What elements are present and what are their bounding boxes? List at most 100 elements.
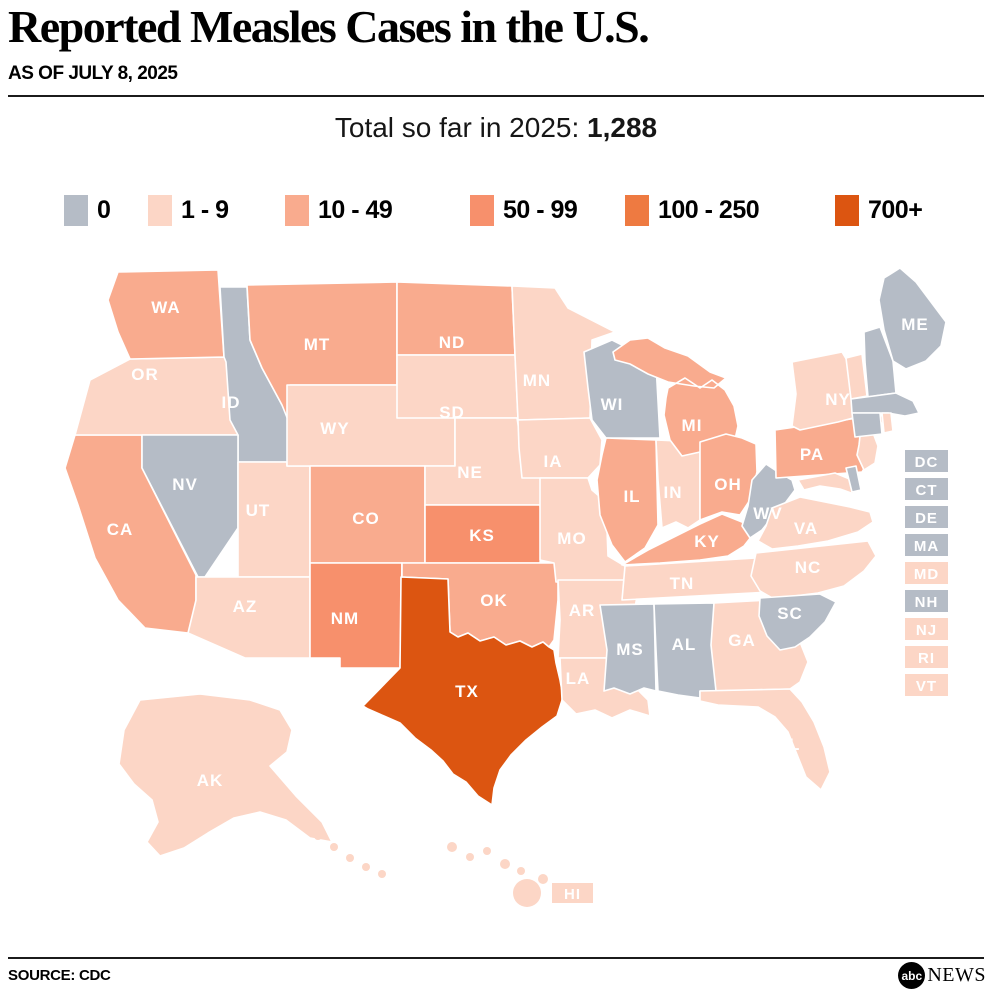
state-label-ND: ND (439, 333, 466, 352)
state-RI (881, 412, 894, 434)
state-SC (758, 593, 837, 651)
state-label-WA: WA (151, 298, 180, 317)
small-state-box-DE (905, 506, 948, 528)
small-state-box-RI (905, 646, 948, 668)
small-state-label-CT: CT (916, 482, 938, 499)
state-label-MT: MT (304, 335, 331, 354)
small-state-label-NH: NH (915, 594, 939, 611)
state-label-IN: IN (664, 483, 683, 502)
total-label: Total so far in 2025: (334, 112, 580, 143)
legend-swatch (835, 195, 859, 226)
small-state-label-MA: MA (914, 538, 939, 555)
legend-swatch (625, 195, 649, 226)
small-state-label-VT: VT (916, 678, 937, 695)
state-label-AL: AL (672, 635, 697, 654)
state-label-CO: CO (352, 509, 380, 528)
small-state-box-DC (905, 450, 948, 472)
island-HI (500, 859, 510, 869)
state-label-AZ: AZ (233, 597, 258, 616)
state-label-FL: FL (778, 735, 801, 754)
small-state-label-RI: RI (918, 650, 935, 667)
footer-divider (8, 957, 984, 959)
small-state-box-MD (905, 562, 948, 584)
abc-news-wordmark: NEWS (927, 964, 986, 986)
state-label-VA: VA (794, 519, 818, 538)
island-HI (513, 879, 541, 907)
small-state-label-MD: MD (914, 566, 939, 583)
legend-swatch (285, 195, 309, 226)
small-state-box-CT (905, 478, 948, 500)
state-label-KS: KS (469, 526, 495, 545)
legend-swatch (64, 195, 88, 226)
small-state-box-NJ (905, 618, 948, 640)
state-label-NY: NY (825, 390, 851, 409)
island-HI (466, 853, 474, 861)
legend-item-1-9: 1 - 9 (148, 195, 229, 226)
state-AK (118, 693, 333, 857)
state-VT (845, 353, 868, 400)
state-label-NE: NE (457, 463, 483, 482)
island-AK (330, 843, 338, 851)
small-state-label-DE: DE (915, 510, 938, 527)
island-AK (362, 863, 370, 871)
state-ME (878, 267, 947, 370)
state-WA (107, 269, 225, 360)
state-label-SD: SD (439, 403, 465, 422)
state-label-GA: GA (728, 631, 756, 650)
legend-item-50-99: 50 - 99 (470, 195, 578, 226)
state-label-NC: NC (795, 558, 822, 577)
legend-label: 0 (97, 196, 111, 224)
legend-item-100-250: 100 - 250 (625, 195, 760, 226)
state-label-LA: LA (566, 669, 591, 688)
state-TX (362, 576, 564, 806)
small-state-box-NH (905, 590, 948, 612)
legend-label: 10 - 49 (318, 196, 393, 224)
state-IL (596, 437, 659, 563)
abc-logo-icon: abc (898, 962, 926, 989)
state-label-NM: NM (331, 609, 359, 628)
small-state-box-VT (905, 674, 948, 696)
state-label-UT: UT (246, 501, 271, 520)
state-FL (699, 688, 831, 791)
small-state-label-HI: HI (564, 886, 581, 903)
state-label-ME: ME (901, 315, 929, 334)
legend-label: 50 - 99 (503, 196, 578, 224)
state-label-OR: OR (131, 365, 159, 384)
state-label-AK: AK (197, 771, 224, 790)
state-DE (845, 465, 862, 493)
state-label-IA: IA (544, 452, 563, 471)
state-label-AR: AR (569, 601, 596, 620)
state-label-OK: OK (480, 591, 508, 610)
state-label-MN: MN (523, 371, 551, 390)
small-state-label-DC: DC (915, 454, 939, 471)
state-label-WI: WI (601, 395, 624, 414)
state-NC (750, 540, 877, 600)
legend-item-0: 0 (64, 195, 111, 226)
total-line: Total so far in 2025: 1,288 (0, 112, 992, 144)
legend-swatch (470, 195, 494, 226)
state-label-MS: MS (616, 640, 644, 659)
state-MD (797, 472, 855, 495)
state-label-CA: CA (107, 520, 134, 539)
state-label-MO: MO (557, 529, 586, 548)
small-state-label-NJ: NJ (916, 622, 937, 639)
state-label-OH: OH (714, 475, 742, 494)
island-HI (517, 867, 525, 875)
state-label-MI: MI (682, 416, 703, 435)
island-HI (538, 874, 548, 884)
state-label-WY: WY (320, 419, 349, 438)
legend-label: 700+ (868, 196, 923, 224)
legend-item-700+: 700+ (835, 195, 923, 226)
state-label-SC: SC (777, 604, 803, 623)
state-AZ (187, 576, 311, 659)
island-HI (447, 842, 457, 852)
state-label-NV: NV (172, 475, 198, 494)
page-title: Reported Measles Cases in the U.S. (8, 1, 650, 52)
header-divider (8, 95, 984, 97)
state-label-ID: ID (222, 393, 241, 412)
source-credit: SOURCE: CDC (8, 967, 111, 984)
legend-swatch (148, 195, 172, 226)
state-label-IL: IL (623, 487, 640, 506)
